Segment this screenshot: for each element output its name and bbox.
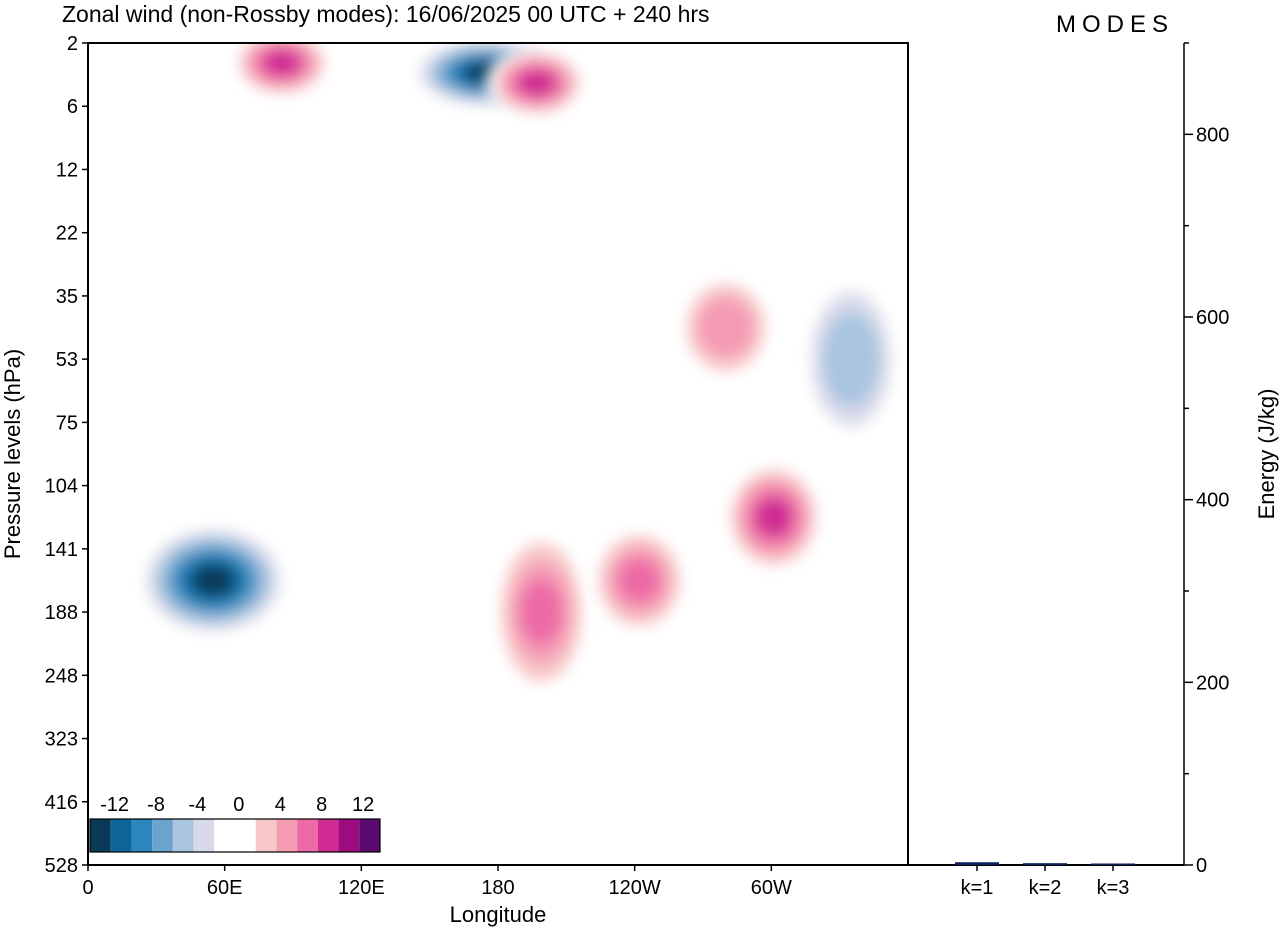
energy-tick-label: 600 (1196, 307, 1229, 329)
heatmap-feature (230, 43, 333, 99)
x-axis-ticks: 0 60E 120E 180 120W 60W (82, 865, 792, 899)
colorbar-label: 8 (316, 794, 327, 816)
y-tick-label: 416 (45, 792, 78, 814)
y-tick-label: 141 (45, 539, 78, 561)
y-tick-label: 75 (56, 412, 78, 434)
y-tick-label: 188 (45, 602, 78, 624)
x-tick-label: 120E (338, 877, 385, 899)
x-tick-label: 180 (481, 877, 514, 899)
energy-axis-label: Energy (J/kg) (1254, 389, 1279, 520)
energy-category-label: k=3 (1097, 877, 1130, 899)
y-tick-label: 6 (67, 96, 78, 118)
y-axis-ticks: 2 6 12 22 35 53 75 104 141 188 248 323 416 528 (45, 33, 88, 877)
energy-tick-label: 0 (1196, 855, 1207, 877)
colorbar-swatch (90, 819, 111, 852)
colorbar-legend: -12 -8 -4 0 4 8 12 (89, 794, 381, 853)
y-tick-label: 2 (67, 33, 78, 55)
energy-bar (1091, 863, 1135, 865)
energy-tick-label: 800 (1196, 124, 1229, 146)
x-tick-label: 60W (751, 877, 792, 899)
colorbar-swatch (172, 819, 194, 852)
heatmap-field (137, 43, 903, 702)
energy-bar (1023, 863, 1067, 865)
colorbar-swatch (235, 819, 256, 852)
colorbar-swatch (193, 819, 215, 852)
x-tick-label: 0 (82, 877, 93, 899)
heatmap-feature (490, 522, 593, 702)
chart-title: Zonal wind (non-Rossby modes): 16/06/202… (62, 1, 710, 27)
colorbar-swatch (317, 819, 339, 852)
heatmap-feature (674, 269, 777, 386)
colorbar-swatch (214, 819, 235, 852)
heatmap-feature (485, 47, 588, 119)
y-tick-label: 22 (56, 223, 78, 245)
y-tick-label: 323 (45, 729, 78, 751)
y-axis-label: Pressure levels (hPa) (0, 349, 25, 559)
colorbar-label: -4 (189, 794, 207, 816)
colorbar-swatch (152, 819, 173, 852)
energy-tick-label: 400 (1196, 490, 1229, 512)
heatmap-frame (87, 42, 909, 866)
energy-bar-panel: 0 200 400 600 800 k=1 k=2 k=3 (908, 42, 1229, 899)
heatmap-feature (588, 522, 691, 639)
energy-category-label: k=1 (961, 877, 994, 899)
y-tick-label: 248 (45, 665, 78, 687)
x-axis-label: Longitude (450, 902, 547, 927)
colorbar-swatch (255, 819, 277, 852)
y-tick-label: 53 (56, 349, 78, 371)
y-tick-label: 528 (45, 855, 78, 877)
colorbar-swatch (359, 819, 380, 852)
heatmap-feature (800, 269, 903, 449)
colorbar-label: -8 (147, 794, 165, 816)
colorbar-swatch (338, 819, 360, 852)
energy-bar (955, 862, 999, 865)
energy-tick-label: 200 (1196, 672, 1229, 694)
colorbar-label: 4 (275, 794, 286, 816)
colorbar-label: 12 (352, 794, 374, 816)
colorbar-swatch (131, 819, 153, 852)
colorbar-label: -12 (100, 794, 129, 816)
colorbar-swatch (110, 819, 132, 852)
heatmap-feature (137, 522, 290, 639)
x-tick-label: 60E (207, 877, 243, 899)
colorbar-swatch (276, 819, 298, 852)
heatmap-feature (722, 459, 825, 575)
colorbar-label: 0 (233, 794, 244, 816)
energy-category-label: k=2 (1029, 877, 1062, 899)
y-tick-label: 104 (45, 476, 78, 498)
modes-logo: MODES (1056, 11, 1174, 38)
y-tick-label: 12 (56, 159, 78, 181)
colorbar-swatch (297, 819, 318, 852)
x-tick-label: 120W (609, 877, 661, 899)
y-tick-label: 35 (56, 286, 78, 308)
